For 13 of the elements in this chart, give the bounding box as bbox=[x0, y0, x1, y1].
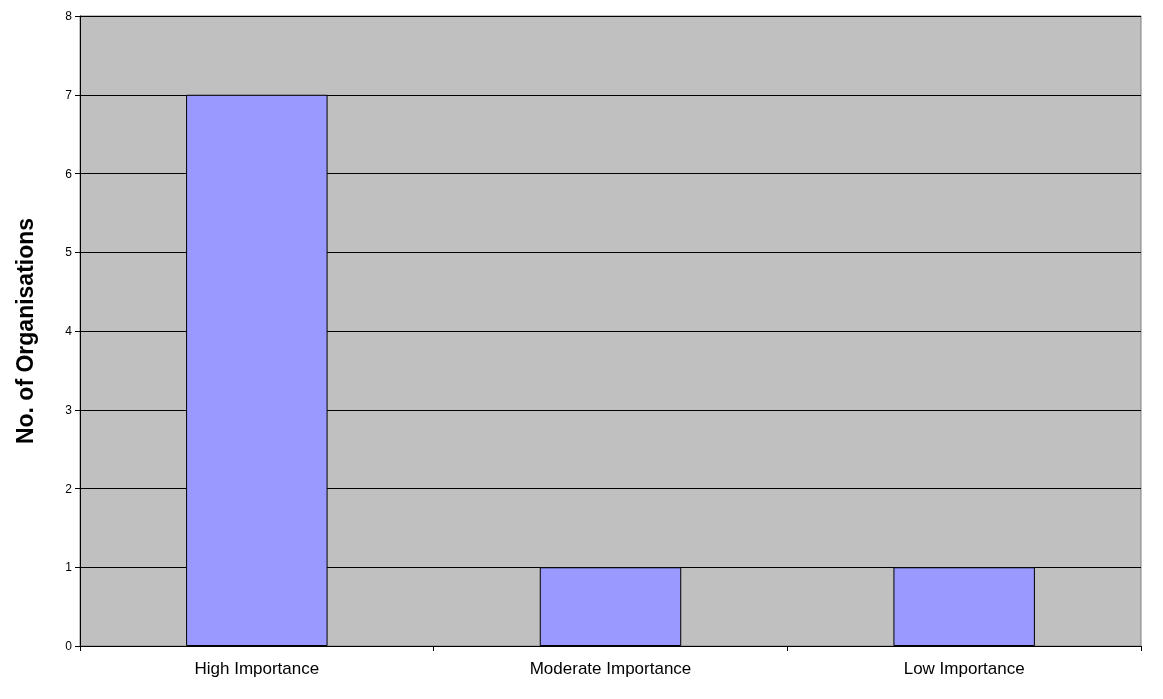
y-tick-label: 4 bbox=[65, 324, 73, 338]
x-tick-label: High Importance bbox=[194, 659, 320, 678]
y-tick-label: 0 bbox=[65, 639, 73, 653]
y-axis-title: No. of Organisations bbox=[11, 217, 38, 445]
x-tick-label: Low Importance bbox=[903, 659, 1025, 678]
y-tick-label: 7 bbox=[65, 87, 73, 102]
y-tick-label: 2 bbox=[65, 481, 73, 496]
y-tick-label: 6 bbox=[65, 166, 73, 181]
y-tick-label: 8 bbox=[65, 9, 73, 23]
y-tick-label: 5 bbox=[65, 245, 73, 260]
y-tick-label: 1 bbox=[65, 560, 73, 575]
y-tick-label: 3 bbox=[65, 402, 73, 417]
x-tick-label: Moderate Importance bbox=[529, 659, 692, 678]
